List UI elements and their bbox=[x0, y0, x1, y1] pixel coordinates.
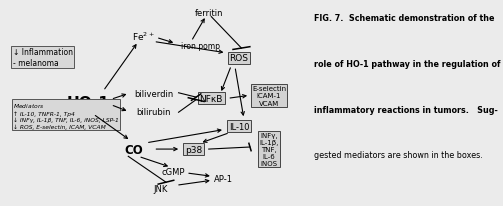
Text: ferritin: ferritin bbox=[195, 9, 223, 18]
Text: biliverdin: biliverdin bbox=[134, 89, 173, 98]
Text: FIG. 7.  Schematic demonstration of the: FIG. 7. Schematic demonstration of the bbox=[314, 14, 495, 23]
Text: NFκB: NFκB bbox=[200, 94, 223, 103]
Text: bilirubin: bilirubin bbox=[136, 108, 171, 117]
Text: role of HO-1 pathway in the regulation of: role of HO-1 pathway in the regulation o… bbox=[314, 60, 501, 69]
Text: p38: p38 bbox=[185, 145, 202, 154]
Text: ↓ Inflammation
- melanoma: ↓ Inflammation - melanoma bbox=[13, 48, 72, 68]
Text: ROS: ROS bbox=[229, 54, 248, 63]
Text: inflammatory reactions in tumors.   Sug-: inflammatory reactions in tumors. Sug- bbox=[314, 105, 498, 114]
Text: INFγ,
IL-1β,
TNF,
IL-6
iNOS: INFγ, IL-1β, TNF, IL-6 iNOS bbox=[260, 132, 279, 166]
Text: Fe$^{2+}$: Fe$^{2+}$ bbox=[132, 31, 155, 43]
Text: HO-1: HO-1 bbox=[66, 96, 110, 110]
Text: gested mediators are shown in the boxes.: gested mediators are shown in the boxes. bbox=[314, 150, 483, 159]
Text: iron pomp: iron pomp bbox=[181, 42, 220, 51]
Text: E-selectin
ICAM-1
VCAM: E-selectin ICAM-1 VCAM bbox=[252, 85, 286, 106]
Text: JNK: JNK bbox=[154, 184, 168, 193]
Text: CO: CO bbox=[124, 143, 143, 156]
Text: $\bf{\it{Mediators}}$
↑ IL-10, TNFR-1, Tp4
↓ INFγ, IL-1β, TNF, IL-6, iNOS, LSP-1: $\bf{\it{Mediators}}$ ↑ IL-10, TNFR-1, T… bbox=[13, 101, 118, 129]
Text: cGMP: cGMP bbox=[162, 167, 185, 177]
Text: IL-10: IL-10 bbox=[229, 122, 249, 131]
Text: AP-1: AP-1 bbox=[214, 174, 233, 183]
